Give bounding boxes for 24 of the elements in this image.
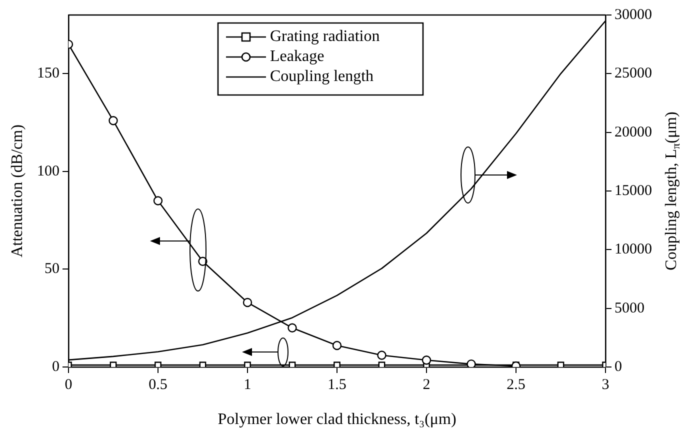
x-axis-title: Polymer lower clad thickness, t₃(μm) — [218, 411, 456, 428]
y2-tick-label: 20000 — [614, 124, 652, 140]
x-tick-label: 2 — [422, 376, 430, 393]
y2-tick-label: 5000 — [614, 300, 644, 316]
x-tick-label: 3 — [602, 376, 610, 393]
y-tick-label: 0 — [52, 358, 60, 375]
y2-tick-label: 15000 — [614, 182, 652, 199]
y2-tick-label: 10000 — [614, 242, 652, 258]
y2-axis-title: Coupling length, Lπ(μm) — [663, 112, 683, 270]
legend-label: Coupling length — [270, 68, 374, 86]
y-tick-label: 50 — [44, 261, 60, 278]
x-tick-label: 0 — [64, 376, 72, 393]
y2-tick-label: 0 — [614, 358, 622, 375]
legend-label: Leakage — [270, 48, 324, 66]
y-tick-label: 150 — [37, 66, 60, 82]
legend-label: Grating radiation — [270, 28, 380, 46]
x-tick-label: 2.5 — [506, 376, 526, 393]
x-tick-label: 0.5 — [148, 376, 168, 393]
x-tick-label: 1 — [244, 376, 252, 393]
y-tick-label: 100 — [37, 163, 60, 180]
y2-tick-label: 25000 — [614, 66, 652, 82]
x-tick-label: 1.5 — [328, 376, 346, 393]
y-axis-title: Attenuation (dB/cm) — [9, 124, 26, 258]
y2-tick-label: 30000 — [614, 6, 652, 23]
